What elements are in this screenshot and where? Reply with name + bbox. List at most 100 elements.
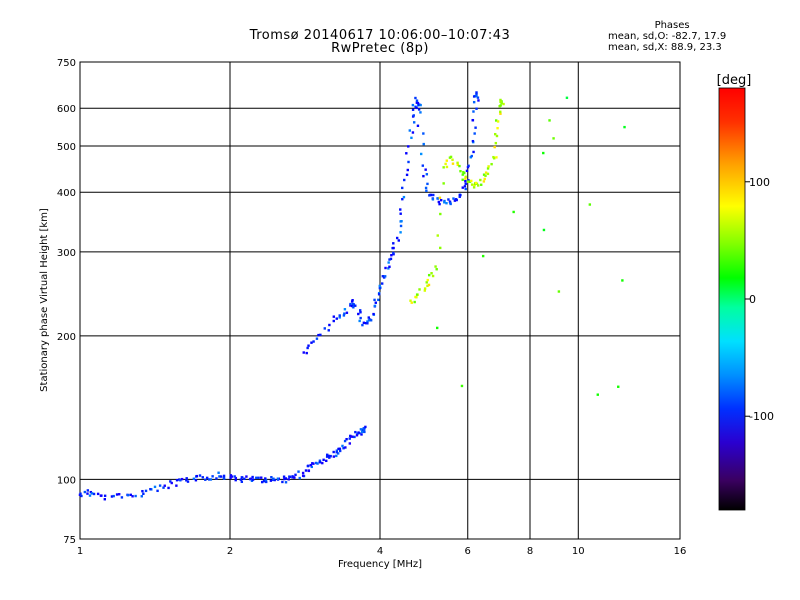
data-point (361, 323, 364, 327)
data-point (500, 101, 503, 105)
y-tick-label: 500 (57, 142, 76, 153)
data-point (312, 340, 315, 343)
data-point (474, 126, 477, 129)
data-point (338, 316, 341, 319)
data-point (423, 287, 427, 290)
data-point (315, 337, 319, 340)
data-point (298, 476, 301, 480)
data-point (479, 178, 482, 182)
data-point (348, 442, 352, 445)
data-point (463, 185, 467, 188)
data-point (321, 461, 324, 465)
data-point (338, 314, 341, 317)
data-point (475, 91, 478, 94)
data-point (499, 98, 502, 102)
data-point (328, 323, 331, 327)
data-point (134, 494, 137, 498)
data-point (423, 289, 427, 292)
data-point (186, 480, 190, 483)
data-point (392, 246, 395, 250)
data-point (387, 261, 390, 264)
data-point (483, 177, 486, 181)
data-point (395, 236, 399, 240)
data-point (357, 312, 360, 316)
data-point (417, 108, 421, 111)
data-point (342, 314, 346, 317)
data-point (86, 492, 89, 495)
data-point (194, 479, 198, 482)
data-point (456, 161, 459, 165)
data-point (424, 186, 428, 190)
data-point (345, 437, 348, 441)
data-point (327, 329, 330, 332)
data-point (79, 492, 82, 495)
data-point (229, 474, 233, 477)
data-point (411, 131, 415, 134)
data-point (349, 302, 352, 306)
data-point (292, 476, 295, 479)
data-point (482, 180, 486, 183)
data-point (243, 477, 246, 481)
data-point (400, 220, 403, 223)
data-point (335, 449, 339, 452)
data-point (318, 459, 322, 462)
data-point (380, 282, 384, 285)
data-point (222, 474, 226, 478)
data-point (490, 162, 493, 166)
data-point (419, 152, 423, 156)
data-point (103, 498, 107, 501)
data-point (460, 384, 464, 388)
data-point (482, 173, 486, 176)
y-tick-label: 600 (57, 104, 76, 115)
data-point (142, 492, 145, 496)
axis-ticks: 1 2 4 6 8 10 16 75 100 200 300 400 500 600 750 (57, 58, 686, 557)
data-point (464, 187, 467, 191)
data-point (310, 341, 313, 344)
data-point (351, 435, 354, 438)
data-point (401, 197, 404, 201)
data-point (185, 477, 188, 480)
data-point (291, 476, 294, 479)
data-point (149, 487, 152, 491)
data-point (475, 107, 478, 110)
data-point (260, 480, 264, 484)
data-point (301, 471, 305, 475)
data-point (463, 171, 466, 175)
data-point (492, 155, 495, 159)
y-tick-label: 400 (57, 188, 76, 199)
data-point (281, 480, 284, 484)
data-point (354, 430, 357, 434)
data-point (316, 462, 319, 465)
data-point (416, 124, 420, 127)
data-point (409, 299, 412, 302)
data-point (499, 100, 503, 103)
x-tick-label: 4 (377, 546, 383, 557)
data-point (436, 326, 439, 330)
data-point (373, 298, 376, 302)
data-point (240, 480, 244, 483)
data-point (405, 173, 409, 177)
data-point (349, 435, 353, 438)
data-point (399, 208, 402, 211)
y-tick-label: 100 (57, 475, 76, 486)
data-point (90, 492, 94, 495)
data-point (397, 239, 400, 242)
data-point (414, 295, 417, 299)
data-point (408, 129, 412, 132)
data-point (205, 476, 209, 480)
data-point (170, 481, 173, 485)
data-point (486, 172, 490, 176)
data-point (359, 311, 362, 314)
data-point (442, 182, 445, 185)
data-point (422, 174, 425, 178)
data-point (162, 486, 165, 489)
data-point (407, 145, 410, 148)
data-point (464, 177, 467, 180)
data-point (234, 478, 237, 482)
data-point (443, 201, 446, 204)
data-point (179, 479, 182, 482)
data-point (472, 100, 476, 104)
data-point (405, 152, 408, 155)
data-point (471, 139, 475, 143)
data-point (552, 137, 555, 140)
